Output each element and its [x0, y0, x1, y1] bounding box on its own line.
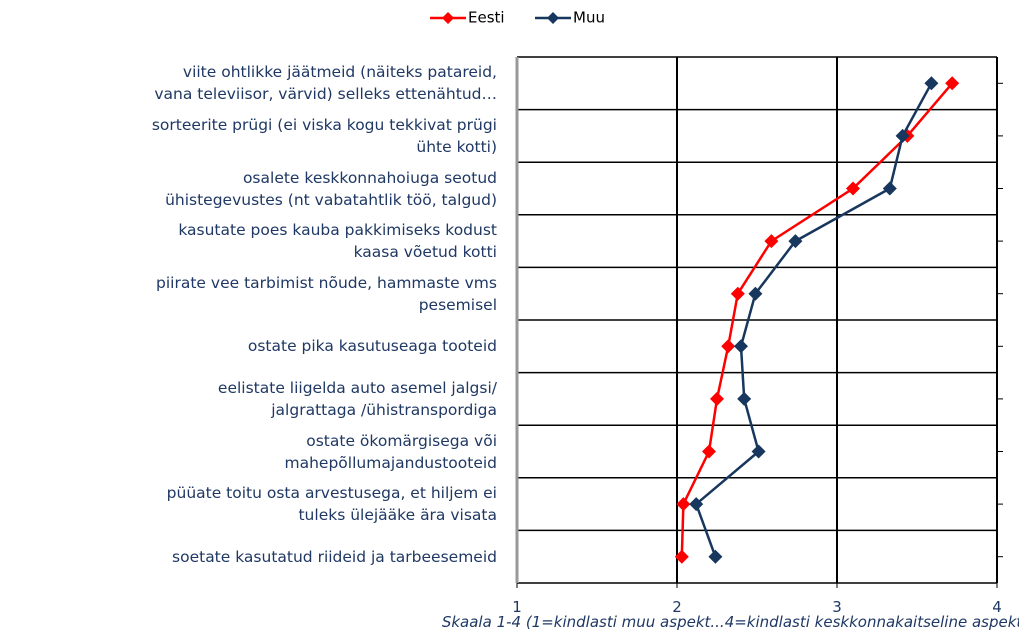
marker — [924, 76, 939, 91]
x-tick-label: 4 — [992, 598, 1002, 616]
category-label: viite ohtlikke jäätmeid (näiteks patarei… — [154, 63, 497, 104]
category-label: eelistate liigelda auto asemel jalgsi/ j… — [217, 378, 497, 419]
marker — [710, 391, 724, 406]
marker — [730, 286, 745, 301]
marker — [674, 549, 689, 564]
series-line — [694, 82, 933, 558]
x-tick-label: 1 — [512, 598, 522, 616]
marker — [721, 339, 736, 354]
legend-label: Eesti — [468, 9, 505, 27]
category-label: soetate kasutatud riideid ja tarbeesemei… — [172, 547, 497, 566]
marker — [702, 444, 716, 459]
legend-label: Muu — [573, 9, 605, 27]
marker — [882, 181, 897, 196]
series-line — [680, 82, 954, 557]
legend-marker — [442, 12, 454, 24]
category-label: ostate pika kasutuseaga tooteid — [247, 337, 497, 356]
x-tick-label: 2 — [672, 598, 682, 616]
x-axis-title: Skaala 1-4 (1=kindlasti muu aspekt...4=k… — [441, 613, 1019, 631]
marker — [737, 391, 752, 406]
marker — [676, 497, 691, 512]
marker — [708, 549, 723, 564]
x-tick-label: 3 — [832, 598, 842, 616]
marker — [788, 234, 803, 249]
marker — [689, 497, 704, 512]
category-label: sorteerite prügi (ei viska kogu tekkivat… — [151, 115, 497, 156]
marker — [748, 286, 763, 301]
category-label: kasutate poes kauba pakkimiseks kodust k… — [178, 221, 497, 262]
marker — [846, 181, 860, 196]
category-label: piirate vee tarbimist nõude, hammaste vm… — [156, 273, 497, 314]
marker — [751, 444, 766, 459]
category-label: osalete keskkonnahoiuga seotud ühistegev… — [165, 168, 497, 209]
marker — [945, 76, 960, 91]
marker — [764, 234, 779, 249]
category-label: ostate ökomärgisega või mahepõllumajandu… — [284, 431, 497, 472]
marker — [895, 128, 910, 143]
category-label: püüate toitu osta arvestusega, et hiljem… — [166, 484, 497, 525]
legend-marker — [547, 12, 559, 24]
marker — [734, 339, 748, 354]
